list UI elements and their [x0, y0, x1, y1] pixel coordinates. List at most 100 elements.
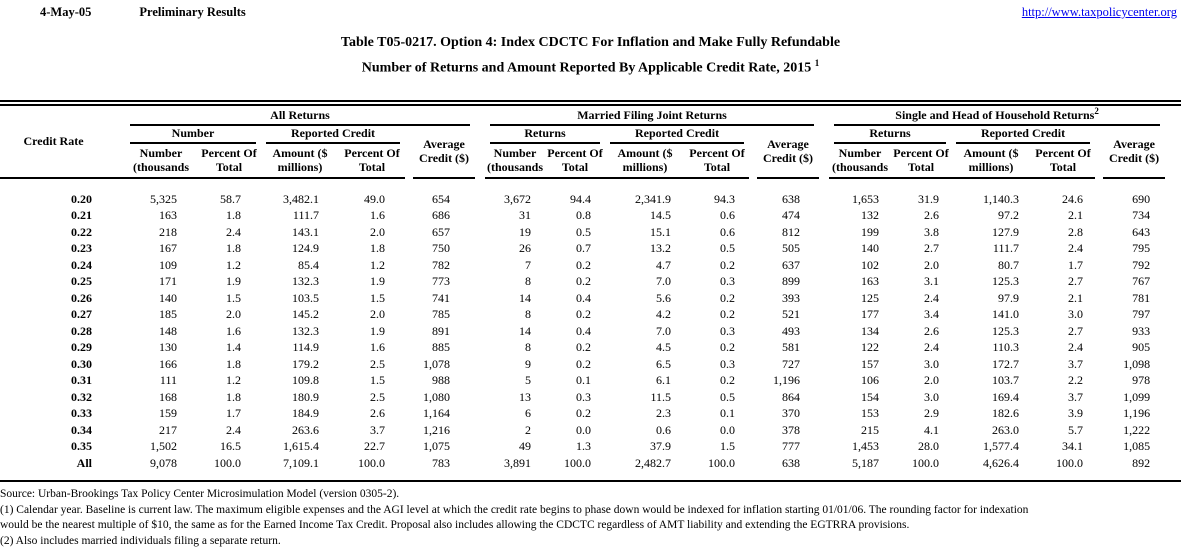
- cell-mfj-amount: 2,482.7: [635, 455, 672, 470]
- cell-single-percent-of-total: 2.0: [924, 257, 940, 272]
- cell-all-average-credit: 773: [432, 274, 451, 289]
- cell-mfj-average-credit: 864: [782, 389, 801, 404]
- cell-mfj-percent-of-total: 1.3: [576, 439, 592, 454]
- cell-all-average-credit: 741: [432, 290, 451, 305]
- subgroup-header-all-reported-credit: Reported Credit: [261, 126, 405, 144]
- cell-mfj-percent-of-total: 0.4: [576, 290, 592, 305]
- table-row: 0.26 140 1.5 103.5 1.5 741 14 0.4 5.6 0.2 393 125 2.…: [0, 290, 1181, 307]
- column-spacer: [1095, 126, 1103, 144]
- column-spacer: [819, 240, 829, 257]
- cell-mfj-amount: 5.6: [656, 290, 672, 305]
- column-spacer: [819, 224, 829, 241]
- column-spacer: [819, 422, 829, 439]
- group-header-all-returns: All Returns: [125, 106, 475, 126]
- cell-single-average-credit: 1,099: [1123, 389, 1151, 404]
- cell-mfj-percent-of-total: 0.2: [576, 356, 592, 371]
- cell-all-percent-of-total-2: 2.5: [370, 356, 385, 371]
- column-spacer: [405, 240, 413, 257]
- cell-all-number: 140: [159, 290, 177, 305]
- column-spacer: [475, 290, 485, 307]
- column-spacer: [1095, 273, 1103, 290]
- cell-mfj-amount: 13.2: [650, 241, 672, 256]
- footnote-1-marker: 1: [814, 58, 820, 68]
- column-spacer: [405, 144, 413, 178]
- table-title: Table T05-0217. Option 4: Index CDCTC Fo…: [0, 33, 1181, 79]
- column-spacer: [749, 207, 757, 224]
- cell-all-average-credit: 1,216: [423, 422, 451, 437]
- column-header-single-number-thousands: Number (thousands: [829, 143, 892, 179]
- cell-mfj-average-credit: 393: [782, 290, 801, 305]
- cell-single-amount: 169.4: [992, 389, 1020, 404]
- cell-single-amount: 141.0: [992, 307, 1020, 322]
- column-spacer: [749, 389, 757, 406]
- cell-credit-rate: 0.25: [71, 274, 92, 289]
- column-spacer: [749, 290, 757, 307]
- cell-all-percent-of-total: 1.8: [226, 356, 241, 371]
- column-spacer: [475, 224, 485, 241]
- cell-all-amount: 85.4: [298, 257, 319, 272]
- cell-mfj-percent-of-total: 0.2: [576, 307, 592, 322]
- cell-mfj-percent-of-total: 0.3: [576, 389, 592, 404]
- column-spacer: [1165, 405, 1181, 422]
- table-row: 0.29 130 1.4 114.9 1.6 885 8 0.2 4.5 0.2 581 122 2.4…: [0, 339, 1181, 356]
- column-spacer: [405, 438, 413, 455]
- column-header-mfj-percent-of-total-2: Percent Of Total: [685, 143, 750, 179]
- cell-single-percent-of-total: 3.8: [924, 224, 940, 239]
- column-spacer: [405, 339, 413, 356]
- footnote-1-line1: (1) Calendar year. Baseline is current l…: [0, 503, 1029, 516]
- column-spacer: [1095, 306, 1103, 323]
- cell-mfj-amount: 15.1: [650, 224, 672, 239]
- cell-single-amount: 4,626.4: [983, 455, 1020, 470]
- cell-all-percent-of-total-2: 2.5: [370, 389, 385, 404]
- column-spacer: [1095, 144, 1103, 178]
- cell-mfj-average-credit: 812: [782, 224, 801, 239]
- column-spacer: [475, 356, 485, 373]
- cell-all-number: 185: [159, 307, 177, 322]
- column-spacer: [1095, 224, 1103, 241]
- cell-mfj-number: 8: [525, 307, 532, 322]
- cell-all-percent-of-total: 58.7: [220, 191, 241, 206]
- column-spacer: [405, 372, 413, 389]
- cell-all-amount: 111.7: [292, 208, 319, 223]
- cell-credit-rate: 0.28: [71, 323, 92, 338]
- cell-all-percent-of-total: 1.2: [226, 373, 241, 388]
- cell-mfj-average-credit: 493: [782, 323, 801, 338]
- site-link[interactable]: http://www.taxpolicycenter.org: [1021, 5, 1177, 19]
- column-spacer: [749, 438, 757, 455]
- cell-mfj-average-credit: 1,196: [773, 373, 801, 388]
- column-spacer: [1165, 207, 1181, 224]
- column-spacer: [819, 273, 829, 290]
- cell-mfj-percent-of-total-2: 0.0: [720, 422, 736, 437]
- cell-all-percent-of-total-2: 2.0: [370, 307, 385, 322]
- cell-mfj-percent-of-total-2: 0.6: [720, 208, 736, 223]
- cell-single-percent-of-total-2: 2.8: [1068, 224, 1084, 239]
- cell-all-number: 9,078: [150, 455, 177, 470]
- cell-all-amount: 132.3: [292, 274, 319, 289]
- cell-all-number: 167: [159, 241, 177, 256]
- cell-single-average-credit: 797: [1132, 307, 1151, 322]
- column-spacer: [475, 144, 485, 178]
- column-spacer: [475, 389, 485, 406]
- cell-mfj-amount: 2.3: [656, 406, 672, 421]
- column-spacer: [1165, 389, 1181, 406]
- cell-all-percent-of-total: 1.8: [226, 389, 241, 404]
- cell-mfj-number: 2: [525, 422, 532, 437]
- subgroup-header-single-reported-credit: Reported Credit: [951, 126, 1095, 144]
- column-spacer: [749, 144, 757, 178]
- cell-all-number: 168: [159, 389, 177, 404]
- column-spacer: [1095, 455, 1103, 481]
- cell-single-percent-of-total-2: 3.0: [1068, 307, 1084, 322]
- column-spacer: [749, 339, 757, 356]
- cell-mfj-amount: 4.7: [656, 257, 672, 272]
- cell-credit-rate: 0.27: [71, 307, 92, 322]
- cell-mfj-number: 3,891: [504, 455, 532, 470]
- column-spacer: [749, 372, 757, 389]
- column-spacer: [749, 306, 757, 323]
- column-header-credit-rate: Credit Rate: [0, 105, 125, 179]
- cell-single-percent-of-total: 2.6: [924, 208, 940, 223]
- cell-mfj-percent-of-total-2: 0.5: [720, 241, 736, 256]
- cell-mfj-number: 5: [525, 373, 532, 388]
- cell-mfj-percent-of-total: 0.4: [576, 323, 592, 338]
- column-spacer: [475, 126, 485, 144]
- column-spacer: [749, 178, 757, 208]
